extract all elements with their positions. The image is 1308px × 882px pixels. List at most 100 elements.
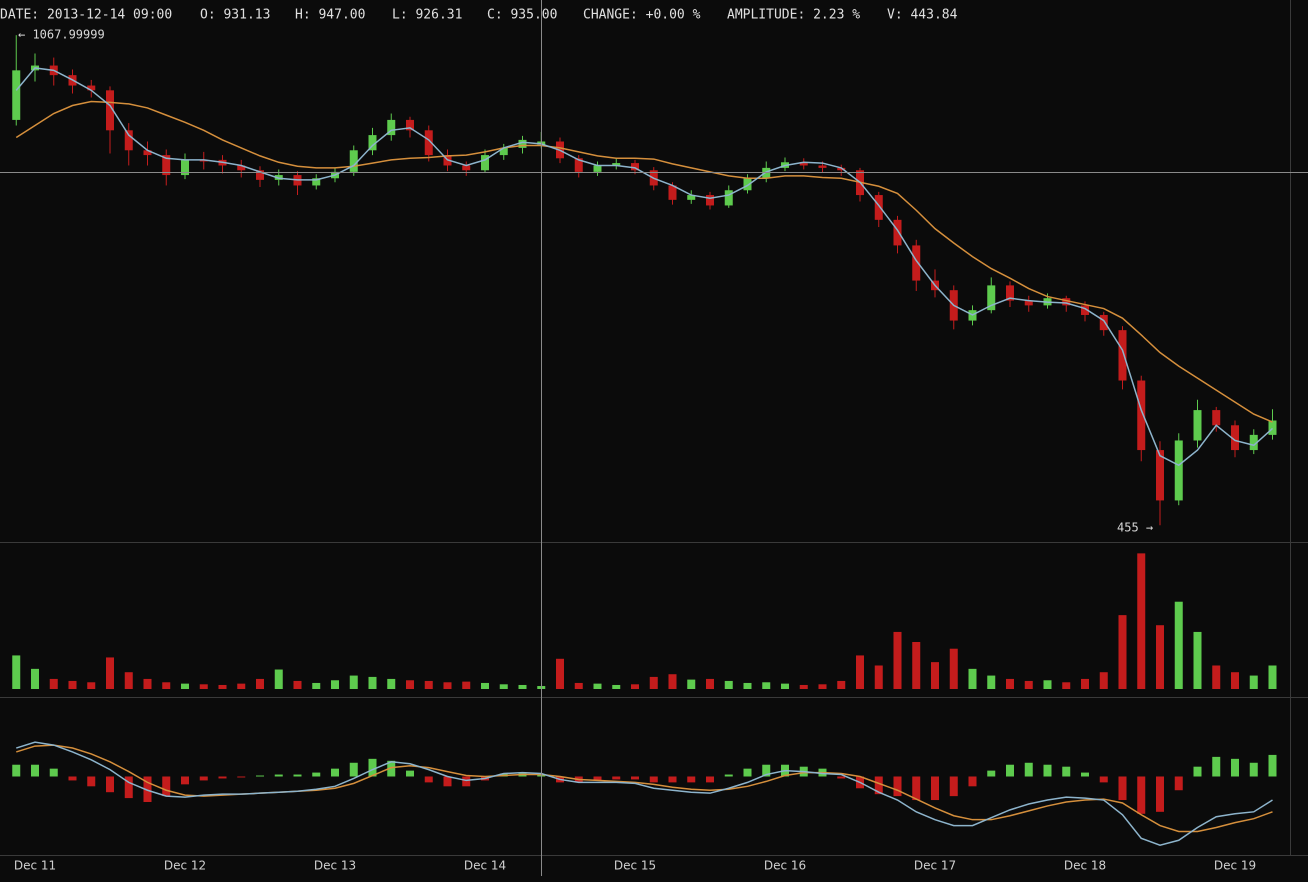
macd-histogram-bar	[349, 762, 358, 777]
volume-bar	[1249, 675, 1258, 689]
macd-histogram-bar	[762, 764, 771, 777]
candle-body	[124, 130, 133, 151]
volume-bar	[349, 675, 358, 689]
macd-line	[16, 741, 1273, 846]
candle-body	[799, 162, 808, 166]
macd-histogram-bar	[368, 758, 377, 777]
volume-bar	[1156, 625, 1164, 689]
candle-body	[424, 130, 433, 156]
volume-bar	[893, 631, 902, 689]
candle-body	[237, 165, 246, 171]
ma-slow-line	[15, 100, 1273, 423]
candle-body	[1249, 434, 1258, 451]
volume-bar	[874, 665, 883, 689]
header-item: V: 443.84	[887, 8, 958, 23]
volume-bar	[143, 678, 152, 689]
volume-bar	[387, 678, 396, 689]
volume-bar	[443, 682, 452, 689]
volume-bar	[706, 678, 714, 689]
header-item: AMPLITUDE: 2.23 %	[727, 8, 860, 23]
macd-histogram-bar	[1024, 762, 1033, 777]
volume-bar	[31, 668, 39, 689]
macd-histogram-bar	[406, 770, 414, 777]
volume-bar	[1212, 665, 1221, 689]
volume-bar	[162, 682, 171, 689]
candle-body	[1137, 380, 1146, 451]
volume-bar	[668, 674, 677, 689]
macd-histogram-bar	[462, 776, 471, 787]
volume-bar	[687, 679, 696, 689]
candle-body	[349, 150, 358, 172]
macd-histogram-bar	[87, 776, 96, 787]
candle-body	[162, 155, 171, 176]
x-tick-label: Dec 12	[164, 859, 206, 873]
volume-bar	[1043, 680, 1052, 689]
candle-body	[1081, 305, 1089, 315]
candle-body	[706, 195, 714, 206]
macd-histogram-bar	[1193, 766, 1202, 777]
volume-bar	[612, 684, 621, 689]
candle-body	[1268, 420, 1277, 435]
macd-histogram-bar	[1249, 762, 1258, 777]
volume-bar	[1268, 665, 1277, 689]
x-tick-label: Dec 13	[314, 859, 356, 873]
x-tick-label: Dec 17	[914, 859, 956, 873]
macd-histogram-bar	[743, 768, 752, 777]
candle-body	[274, 175, 283, 180]
macd-histogram-bar	[968, 776, 977, 787]
candle-body	[687, 195, 696, 200]
candle-body	[106, 90, 114, 131]
volume-bar	[518, 684, 527, 689]
macd-histogram-bar	[687, 776, 696, 783]
macd-histogram-bar	[199, 776, 208, 781]
candle-body	[762, 167, 771, 179]
header: DATE: 2013-12-14 09:00 O: 931.13 H: 947.00…	[0, 8, 958, 23]
volume-bar	[1024, 680, 1033, 689]
candle-body	[837, 167, 846, 171]
macd-histogram-bar	[274, 774, 283, 777]
x-tick-label: Dec 18	[1064, 859, 1106, 873]
volume-bar	[124, 672, 133, 689]
volume-bar	[406, 680, 414, 689]
volume-bar	[1231, 672, 1239, 689]
candle-body	[1024, 300, 1033, 306]
header-item: L: 926.31	[392, 8, 462, 23]
header-item: H: 947.00	[295, 8, 365, 23]
volume-bar	[837, 680, 846, 689]
macd-histogram-bar	[1137, 776, 1146, 814]
volume-bar	[931, 662, 939, 689]
macd-histogram-bar	[124, 776, 133, 799]
header-item: C: 935.00	[487, 8, 557, 23]
volume-bar	[49, 678, 58, 689]
candle-body	[1193, 410, 1202, 441]
macd-histogram-bar	[631, 776, 639, 780]
volume-bar	[631, 684, 639, 689]
macd-histogram-bar	[893, 776, 902, 797]
volume-bar	[1193, 631, 1202, 689]
candle-body	[1099, 314, 1108, 331]
candle-body	[368, 135, 377, 151]
macd-histogram-bar	[237, 776, 246, 778]
frame	[0, 0, 1308, 856]
volume-bar	[1081, 678, 1089, 689]
volume-bar	[218, 684, 227, 689]
x-tick-label: Dec 11	[14, 859, 56, 873]
macd-histogram-bar	[912, 776, 921, 801]
macd-histogram-bar	[312, 772, 321, 777]
macd-histogram-bar	[443, 776, 452, 787]
candle-body	[143, 150, 152, 156]
volume-bar	[724, 680, 733, 689]
volume-bar	[799, 684, 808, 689]
volume-bar	[12, 655, 21, 689]
candle-body	[312, 178, 321, 186]
volume-bar	[912, 642, 921, 689]
candle-body	[893, 219, 902, 246]
macd-histogram-bar	[1231, 758, 1239, 777]
volume-bar	[312, 682, 321, 689]
x-tick-label: Dec 15	[614, 859, 656, 873]
candle-body	[668, 185, 677, 200]
candle-body	[256, 170, 264, 180]
